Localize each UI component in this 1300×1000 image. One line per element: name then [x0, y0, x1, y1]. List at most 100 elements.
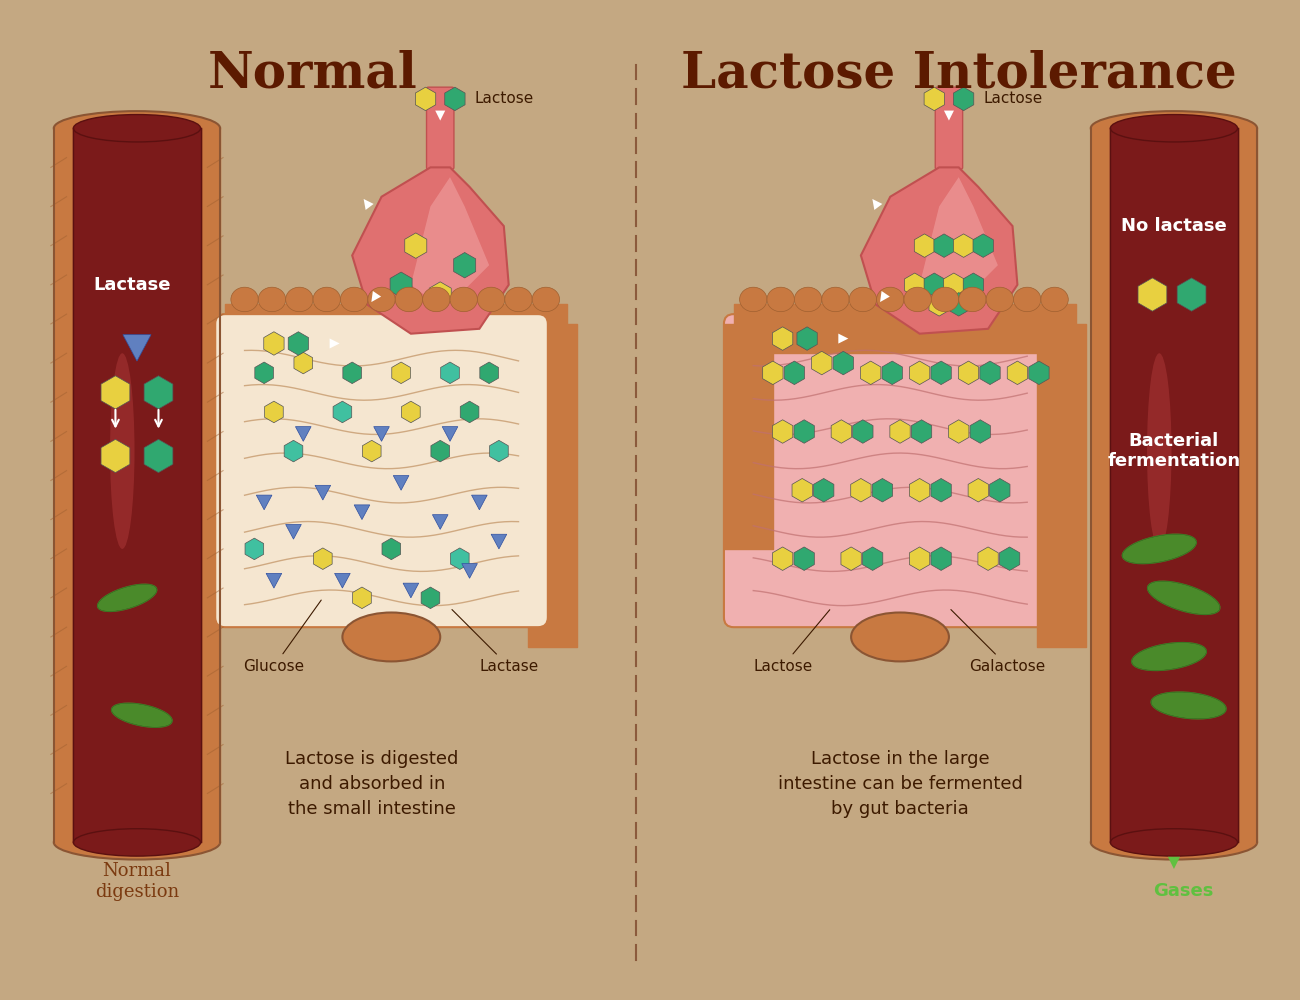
Text: Gases: Gases: [1153, 882, 1214, 900]
Polygon shape: [124, 335, 151, 361]
Polygon shape: [101, 439, 130, 473]
Ellipse shape: [1110, 115, 1238, 142]
Polygon shape: [352, 587, 372, 609]
Polygon shape: [266, 573, 282, 588]
Polygon shape: [391, 362, 411, 384]
Polygon shape: [445, 87, 465, 111]
Polygon shape: [924, 273, 944, 297]
Polygon shape: [429, 282, 451, 307]
Polygon shape: [1132, 643, 1206, 670]
Ellipse shape: [73, 115, 200, 142]
Polygon shape: [442, 427, 458, 441]
Ellipse shape: [504, 287, 532, 312]
Ellipse shape: [876, 287, 903, 312]
Ellipse shape: [73, 829, 200, 856]
Ellipse shape: [53, 111, 220, 145]
Ellipse shape: [822, 287, 849, 312]
Ellipse shape: [849, 287, 876, 312]
Polygon shape: [454, 252, 476, 278]
Ellipse shape: [1041, 287, 1069, 312]
Ellipse shape: [53, 825, 220, 860]
Polygon shape: [1008, 361, 1027, 385]
Polygon shape: [244, 538, 264, 560]
Ellipse shape: [1091, 825, 1257, 860]
Polygon shape: [968, 478, 988, 502]
FancyBboxPatch shape: [426, 87, 454, 169]
Polygon shape: [772, 420, 793, 443]
Text: Lactose: Lactose: [753, 610, 829, 674]
FancyBboxPatch shape: [216, 314, 547, 627]
Polygon shape: [411, 177, 489, 299]
Polygon shape: [1000, 547, 1019, 570]
Polygon shape: [403, 583, 419, 598]
Ellipse shape: [1147, 353, 1171, 549]
Polygon shape: [451, 548, 469, 569]
Ellipse shape: [450, 287, 477, 312]
Polygon shape: [255, 362, 273, 384]
Polygon shape: [101, 376, 130, 409]
Polygon shape: [394, 476, 410, 490]
Polygon shape: [441, 362, 459, 384]
Polygon shape: [286, 524, 302, 539]
Ellipse shape: [903, 287, 931, 312]
Polygon shape: [363, 440, 381, 462]
Polygon shape: [491, 534, 507, 549]
Polygon shape: [98, 584, 157, 611]
Polygon shape: [953, 87, 974, 111]
Ellipse shape: [313, 287, 341, 312]
Ellipse shape: [1110, 829, 1238, 856]
Polygon shape: [953, 234, 974, 257]
Polygon shape: [794, 547, 814, 570]
Polygon shape: [905, 273, 924, 297]
Ellipse shape: [931, 287, 958, 312]
Polygon shape: [285, 440, 303, 462]
Polygon shape: [1028, 361, 1049, 385]
Polygon shape: [980, 361, 1000, 385]
Polygon shape: [430, 440, 450, 462]
Polygon shape: [862, 547, 883, 570]
Polygon shape: [402, 401, 420, 423]
Text: Glucose: Glucose: [243, 600, 321, 674]
Polygon shape: [914, 234, 935, 257]
Polygon shape: [924, 87, 944, 111]
Ellipse shape: [477, 287, 504, 312]
Polygon shape: [944, 273, 965, 297]
Polygon shape: [333, 401, 352, 423]
Ellipse shape: [259, 287, 286, 312]
Ellipse shape: [286, 287, 313, 312]
Polygon shape: [910, 361, 929, 385]
Polygon shape: [416, 87, 436, 111]
Ellipse shape: [395, 287, 422, 312]
Polygon shape: [295, 427, 311, 441]
Polygon shape: [382, 538, 400, 560]
Text: Galactose: Galactose: [950, 610, 1045, 674]
FancyBboxPatch shape: [935, 87, 962, 169]
Polygon shape: [1178, 278, 1206, 311]
Polygon shape: [315, 485, 330, 500]
Text: Lactose: Lactose: [983, 91, 1043, 106]
Polygon shape: [404, 233, 426, 258]
Ellipse shape: [231, 287, 259, 312]
Polygon shape: [472, 495, 488, 510]
Polygon shape: [343, 362, 361, 384]
Text: Normal
digestion: Normal digestion: [95, 862, 179, 901]
Polygon shape: [289, 332, 308, 355]
Polygon shape: [373, 427, 390, 441]
Polygon shape: [1152, 692, 1226, 719]
Polygon shape: [850, 478, 871, 502]
Ellipse shape: [111, 353, 134, 549]
Ellipse shape: [1091, 111, 1257, 145]
Polygon shape: [891, 420, 910, 443]
Ellipse shape: [341, 287, 368, 312]
Polygon shape: [841, 547, 862, 570]
Polygon shape: [144, 376, 173, 409]
Polygon shape: [949, 293, 968, 316]
Polygon shape: [433, 515, 448, 529]
Polygon shape: [294, 352, 312, 374]
Polygon shape: [963, 273, 984, 297]
Polygon shape: [763, 361, 783, 385]
Ellipse shape: [794, 287, 822, 312]
Polygon shape: [911, 420, 932, 443]
Ellipse shape: [987, 287, 1014, 312]
Polygon shape: [334, 573, 350, 588]
